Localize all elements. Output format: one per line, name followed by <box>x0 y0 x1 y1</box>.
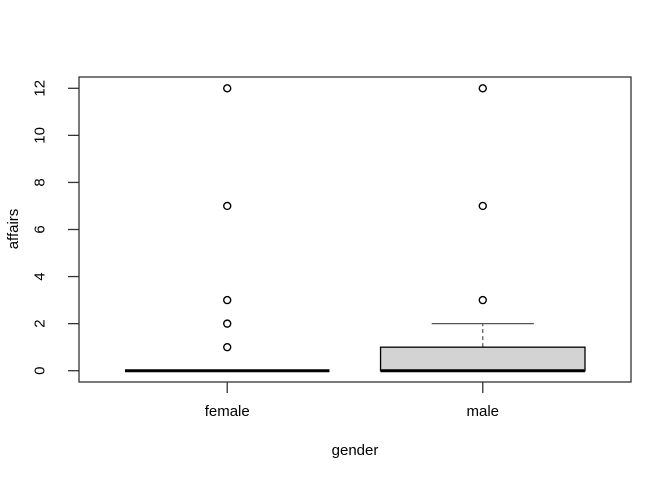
y-axis-title: affairs <box>5 208 22 250</box>
y-axis-tick-label: 8 <box>32 178 49 186</box>
x-axis-tick-label-female: female <box>205 403 250 420</box>
outlier-point-female <box>223 201 232 211</box>
outlier-point-male <box>478 201 487 211</box>
y-axis-tick-label: 2 <box>32 319 49 327</box>
outlier-point-female <box>223 295 232 305</box>
outlier-point-female <box>223 342 232 352</box>
y-axis-tick-label: 0 <box>32 367 49 375</box>
outlier-point-male <box>478 84 487 93</box>
outlier-point-female <box>223 84 232 93</box>
y-axis-tick-label: 10 <box>32 127 49 144</box>
box-male <box>379 346 586 372</box>
outlier-point-female <box>223 319 232 328</box>
y-axis-tick-label: 12 <box>32 80 49 97</box>
plot-border <box>78 76 632 383</box>
x-axis-title: gender <box>331 442 379 459</box>
y-axis-tick-label: 4 <box>32 272 49 280</box>
x-axis-tick-label-male: male <box>467 403 500 420</box>
y-axis-tick-label: 6 <box>32 225 49 233</box>
outlier-point-male <box>478 295 487 305</box>
